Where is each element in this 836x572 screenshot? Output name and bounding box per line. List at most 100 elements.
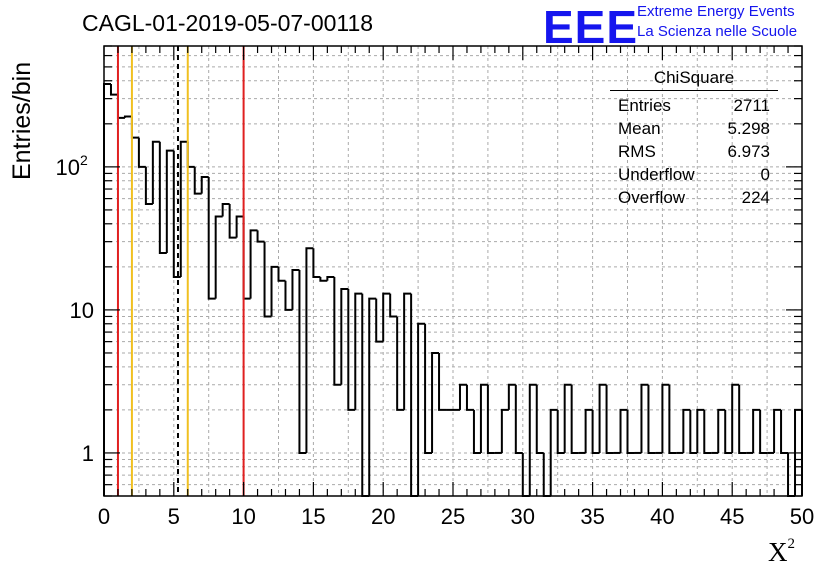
histogram-bin xyxy=(514,384,523,454)
histogram-bin xyxy=(549,408,558,496)
histogram-bin xyxy=(249,229,258,299)
y-tick-label: 1 xyxy=(82,441,94,466)
histogram-bin xyxy=(640,383,649,453)
histogram-bin xyxy=(438,352,447,411)
histogram-bin xyxy=(130,116,139,139)
x-tick-label: 45 xyxy=(720,504,744,529)
histogram-bin xyxy=(661,383,670,453)
histogram-bin xyxy=(179,140,188,277)
histogram-bin xyxy=(403,292,412,410)
x-axis-label: X2 xyxy=(768,536,795,568)
histogram-bin xyxy=(333,276,342,386)
histogram-bin xyxy=(123,115,132,118)
histogram-bin xyxy=(584,408,593,453)
x-tick-label: 25 xyxy=(441,504,465,529)
histogram-bin xyxy=(375,298,384,343)
histogram-bin xyxy=(291,269,300,310)
histogram-bin xyxy=(682,408,691,453)
histogram-bin xyxy=(214,215,223,299)
histogram-bin xyxy=(619,408,628,453)
stats-row-mean: Mean 5.298 xyxy=(610,117,778,140)
histogram-bin xyxy=(151,140,160,205)
histogram-bin xyxy=(424,323,433,454)
histogram-bin xyxy=(752,408,761,453)
histogram-bin xyxy=(312,248,321,278)
histogram-bin xyxy=(668,384,677,454)
histogram-bin xyxy=(731,383,740,453)
stats-value: 0 xyxy=(760,165,770,184)
histogram-bin xyxy=(193,166,202,195)
histogram-bin xyxy=(354,292,363,410)
histogram-bin xyxy=(431,351,440,453)
stats-row-entries: Entries 2711 xyxy=(610,94,778,117)
stats-label: Overflow xyxy=(618,188,686,207)
histogram-bin xyxy=(689,409,698,454)
histogram-bin xyxy=(570,384,579,454)
histogram-bin xyxy=(284,280,293,311)
histogram-bin xyxy=(221,203,230,217)
histogram-bin xyxy=(270,265,279,317)
histogram-bin xyxy=(200,175,209,194)
histogram-bin xyxy=(172,150,181,278)
logo-line-2: La Scienza nelle Scuole xyxy=(637,23,798,40)
axis-ticks xyxy=(103,45,803,497)
x-tick-label: 0 xyxy=(98,504,110,529)
histogram-bin xyxy=(556,409,565,454)
histogram-bin xyxy=(109,83,118,96)
histogram-bin xyxy=(277,266,286,282)
histogram-bin xyxy=(158,141,167,254)
x-axis-label-base: X xyxy=(768,537,788,567)
histogram-bin xyxy=(389,293,398,318)
histogram-bin xyxy=(458,383,467,410)
stats-label: Underflow xyxy=(618,165,695,184)
histogram-bin xyxy=(368,297,377,496)
histogram-bin xyxy=(319,276,328,282)
histogram-bin xyxy=(326,275,335,281)
chart-title: CAGL-01-2019-05-07-00118 xyxy=(82,10,374,36)
stats-row-underflow: Underflow 0 xyxy=(610,163,778,186)
stats-value: 224 xyxy=(741,188,770,207)
histogram-bin xyxy=(626,409,635,454)
x-axis-label-superscript: 2 xyxy=(787,536,796,552)
logo-line-1: Extreme Energy Events xyxy=(637,3,795,20)
stats-value: 5.298 xyxy=(727,119,770,138)
histogram-bin xyxy=(703,409,712,454)
histogram-bin xyxy=(396,316,405,411)
stats-label: Entries xyxy=(618,96,671,115)
histogram-bin xyxy=(465,384,474,411)
histogram-bin xyxy=(479,383,488,453)
histogram-bin xyxy=(305,247,314,453)
histogram-bin xyxy=(717,408,726,453)
histogram-bin xyxy=(207,176,216,300)
histogram-bin xyxy=(263,241,272,318)
histogram-bin xyxy=(116,94,125,119)
histogram-bin xyxy=(256,230,265,243)
histogram-bin xyxy=(696,408,705,453)
y-tick-label: 10 xyxy=(56,155,80,180)
x-tick-label: 20 xyxy=(371,504,395,529)
histogram-bin xyxy=(738,384,747,454)
histogram-bin xyxy=(598,383,607,453)
histogram-bin xyxy=(759,409,768,454)
y-axis-label: Entries/bin xyxy=(8,61,36,180)
histogram-bin xyxy=(417,322,426,496)
histogram-bin xyxy=(528,383,537,496)
stats-label: RMS xyxy=(618,142,656,161)
histogram-bin xyxy=(144,166,153,206)
x-tick-label: 15 xyxy=(301,504,325,529)
histogram-bin xyxy=(382,292,391,342)
stats-row-rms: RMS 6.973 xyxy=(610,140,778,163)
x-tick-label: 30 xyxy=(511,504,535,529)
stats-row-overflow: Overflow 224 xyxy=(610,186,778,209)
x-tick-label: 35 xyxy=(580,504,604,529)
stats-box-title: ChiSquare xyxy=(610,68,778,91)
histogram-bin xyxy=(647,384,656,454)
histogram-bin xyxy=(165,149,174,253)
stats-value: 6.973 xyxy=(727,142,770,161)
histogram-bin xyxy=(535,384,544,454)
y-tick-superscript: 2 xyxy=(80,152,88,168)
x-tick-label: 5 xyxy=(168,504,180,529)
x-tick-label: 40 xyxy=(650,504,674,529)
